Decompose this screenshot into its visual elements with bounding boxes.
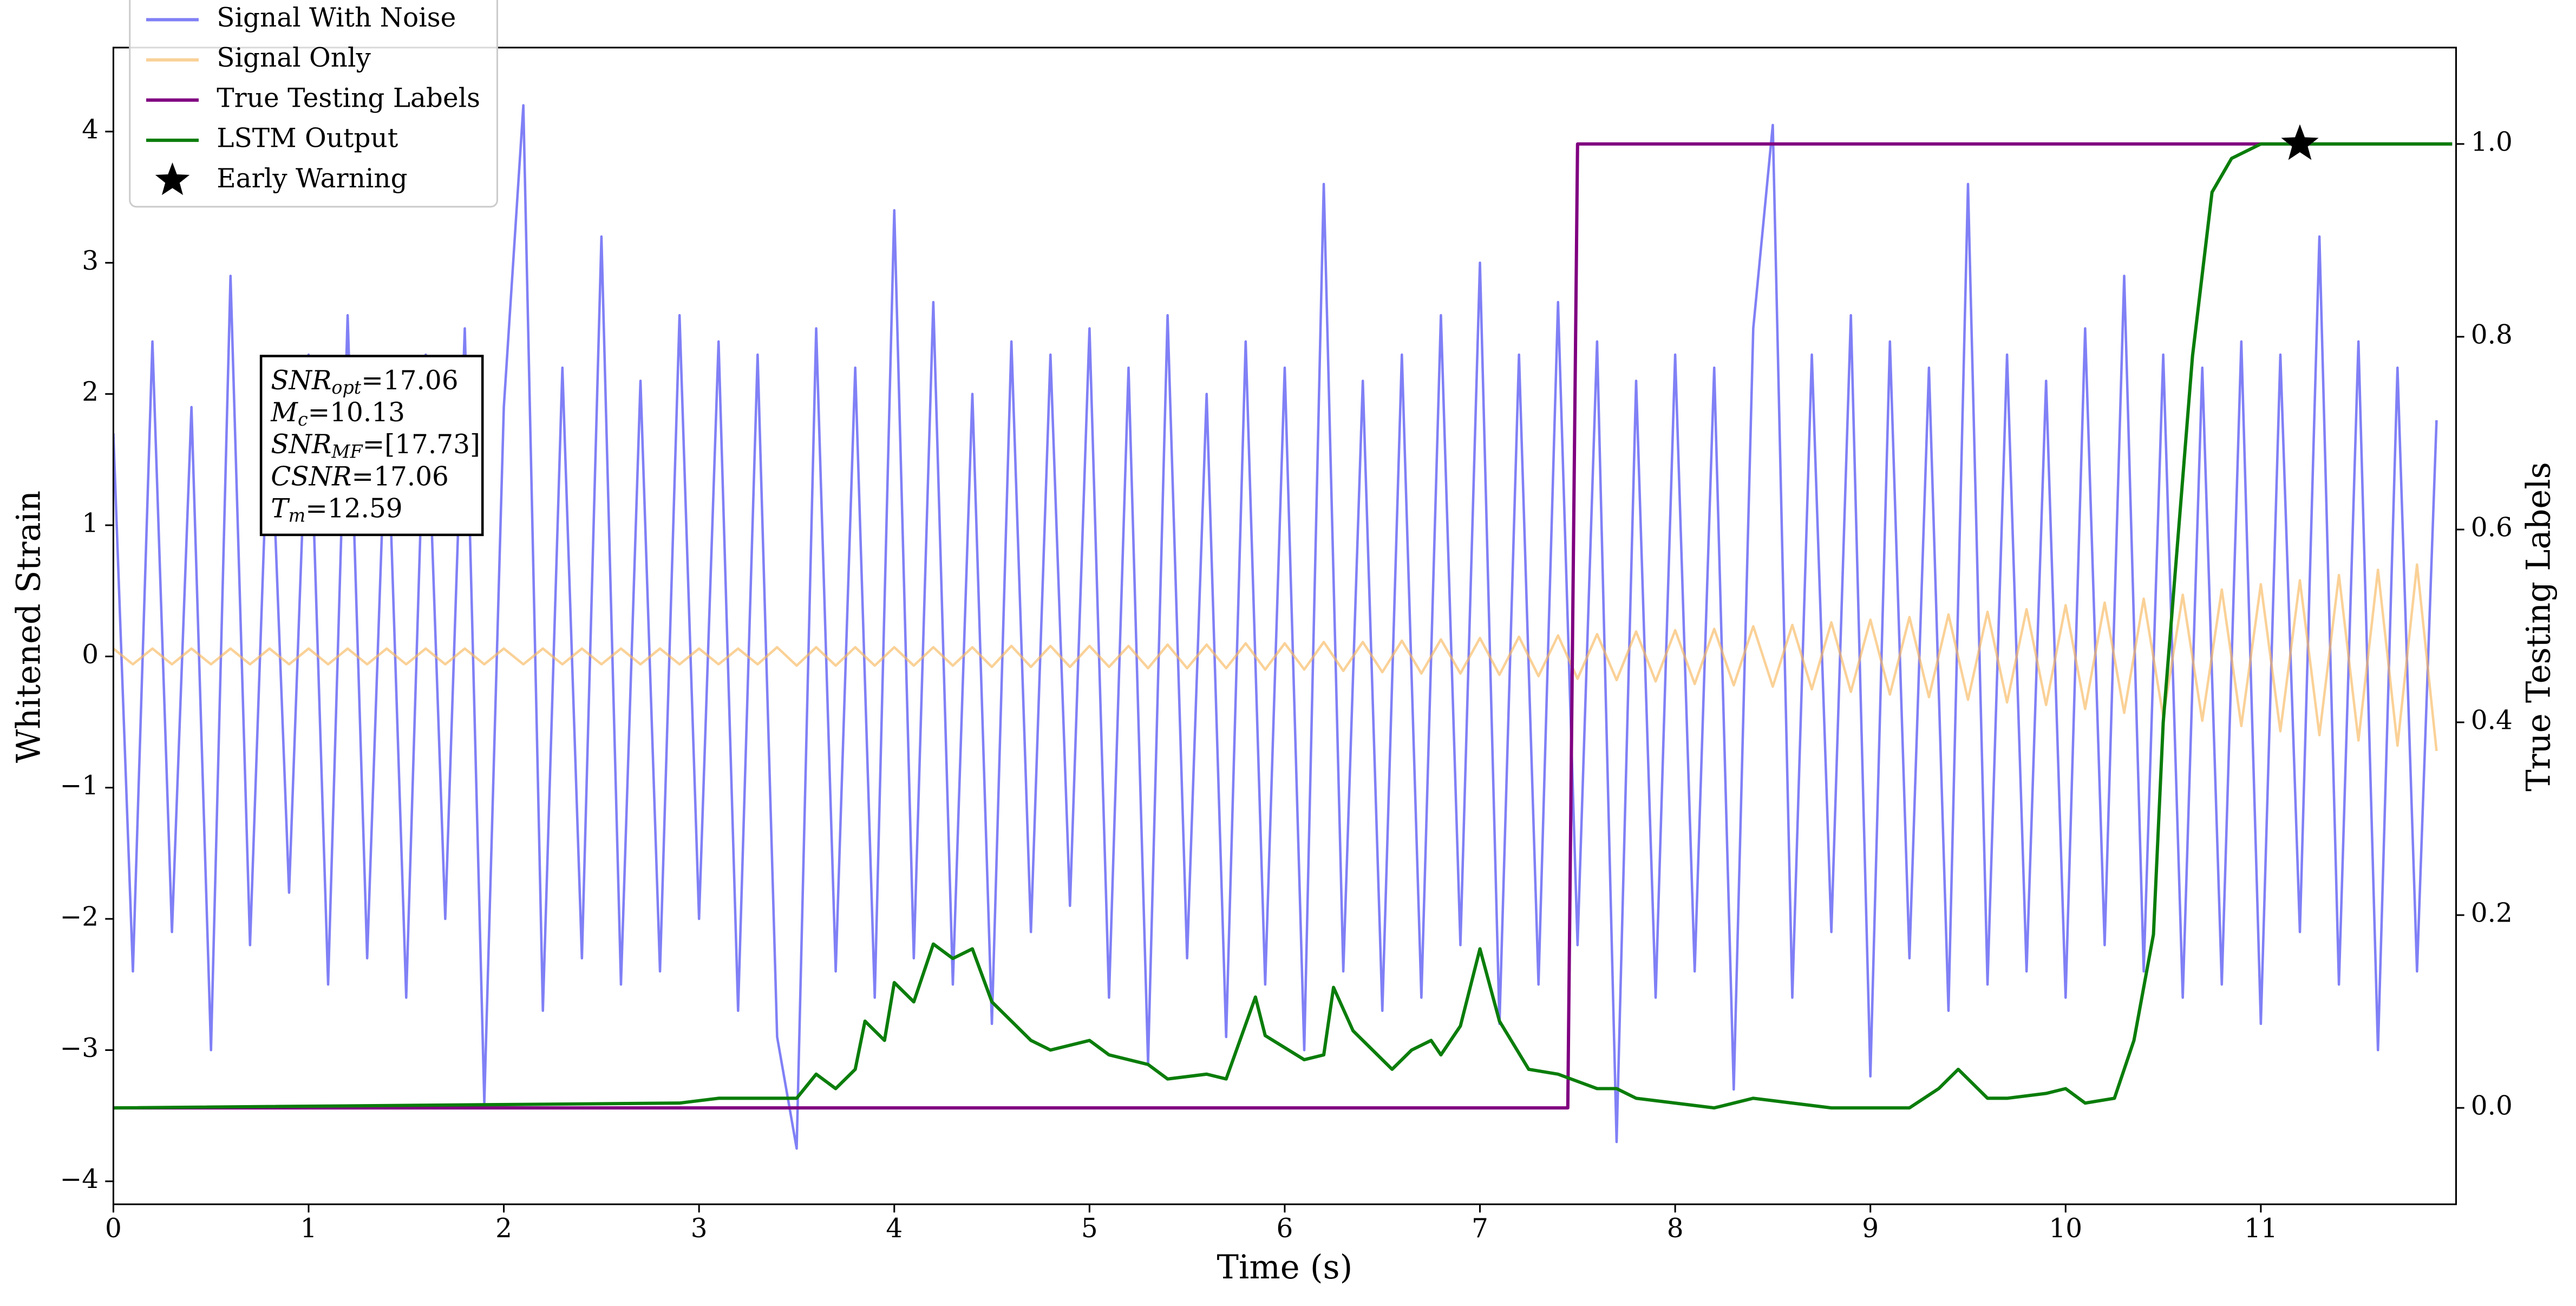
legend-label: True Testing Labels [217,83,480,113]
annotation-line: Tm=12.59 [271,493,402,526]
y-tick-label: 4 [82,114,99,145]
annotation-sub: c [298,409,308,430]
annotation-var: T [271,493,290,524]
plot-area [113,104,2453,1150]
x-tick-label: 3 [691,1213,708,1244]
x-axis-label: Time (s) [1217,1249,1353,1287]
annotation-var: SNR [271,429,331,460]
annotation-line: SNRopt=17.06 [271,365,458,399]
y-axis-label: Whitened Strain [10,491,48,763]
y-tick-label: 1 [82,508,99,539]
legend-label: Early Warning [217,164,407,194]
annotation-frame [259,355,484,537]
y2-tick-label: 0.4 [2471,706,2513,736]
early-warning-marker [2281,124,2319,160]
annotation-text: =17.06 [352,461,449,492]
x-tick-label: 6 [1277,1213,1293,1244]
x-tick-label: 7 [1472,1213,1488,1244]
annotation-var: M [270,397,298,428]
y2-axis-label: True Testing Labels [2520,462,2558,791]
x-tick-label: 2 [495,1213,512,1244]
y-tick-label: 3 [82,246,99,276]
y-tick-label: 0 [82,639,99,670]
x-tick-label: 10 [2049,1213,2082,1244]
y-tick-label: −1 [60,770,99,801]
annotation-sub: m [289,505,306,526]
annotation-text: =10.13 [308,397,405,428]
legend-label: Signal With Noise [217,3,456,33]
series-line [113,563,2438,752]
y2-tick-label: 0.2 [2471,898,2513,929]
y2-tick-label: 1.0 [2471,127,2513,157]
annotation-sub: MF [331,441,363,462]
x-tick-label: 9 [1862,1213,1879,1244]
legend-label: Signal Only [217,43,371,73]
x-tick-label: 0 [105,1213,122,1244]
annotation-line: Mc=10.13 [270,397,405,430]
x-tick-label: 1 [300,1213,317,1244]
annotation-text: =17.06 [361,365,458,396]
annotation-var: SNR [271,365,331,396]
annotation-line: CSNR=17.06 [271,461,449,492]
y2-tick-label: 0.0 [2471,1091,2513,1121]
legend-frame [129,0,498,208]
x-tick-label: 5 [1081,1213,1098,1244]
series-line [113,142,2453,1110]
y-tick-label: −2 [60,902,99,932]
annotation-line: SNRMF=[17.73] [271,429,480,462]
x-tick-label: 8 [1667,1213,1684,1244]
series-line [113,142,2453,1110]
y2-tick-label: 0.6 [2471,512,2513,543]
x-tick-label: 4 [886,1213,903,1244]
y-tick-label: −4 [60,1164,99,1194]
y-tick-label: 2 [82,377,99,407]
x-tick-label: 11 [2244,1213,2278,1244]
series-line [113,104,2438,1150]
annotation-box: SNRopt=17.06Mc=10.13SNRMF=[17.73]CSNR=17… [259,355,484,537]
legend-marker [155,162,190,195]
annotation-sub: opt [331,377,361,398]
y-tick-label: −3 [60,1033,99,1063]
legend: Signal With Noise Signal Only True Testing… [129,0,498,208]
legend-label: LSTM Output [217,123,398,154]
annotation-text: =12.59 [305,493,402,524]
annotation-text: =[17.73] [363,429,480,460]
y2-tick-label: 0.8 [2471,319,2513,350]
annotation-var: CSNR [271,461,351,492]
